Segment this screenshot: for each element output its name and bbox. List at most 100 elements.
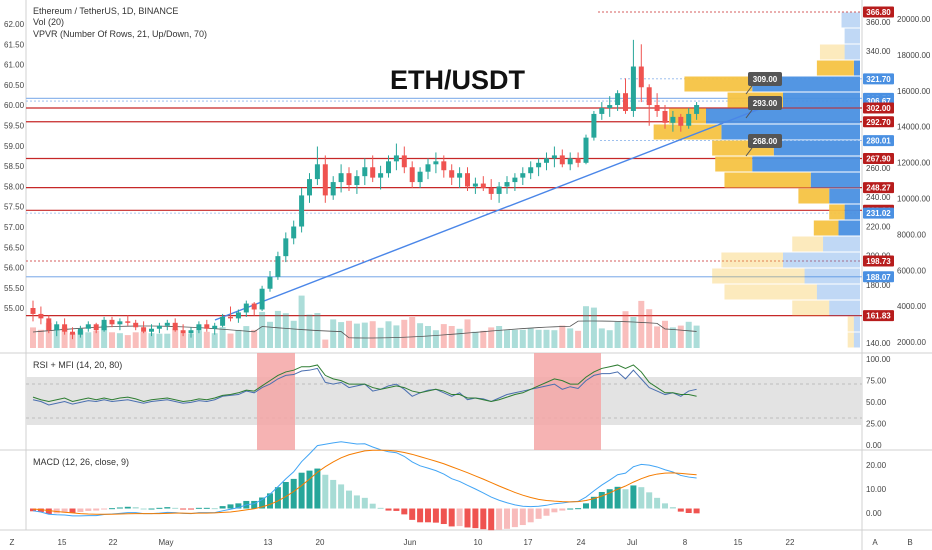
time-tick: May [158,538,173,547]
right-price-tick: 260.00 [866,164,891,173]
macd-hist-bar [535,508,542,519]
candle-body [338,173,344,183]
price-badge-label: 231.02 [866,209,891,218]
macd-hist-bar [654,497,661,509]
price-badge-label: 198.73 [866,257,891,266]
macd-hist-bar [251,500,258,509]
macd-hist-bar [440,508,447,525]
candle-body [551,155,557,159]
legend-vpvr[interactable]: VPVR (Number Of Rows, 21, Up/Down, 70) [33,29,207,39]
macd-hist-bar [30,508,36,512]
macd-hist-bar [124,506,131,509]
macd-hist-bar [669,507,676,509]
rsi-axis[interactable]: 100.00 75.00 50.00 25.00 0.00 [866,355,891,450]
candle-body [567,158,573,165]
volume-axis[interactable]: 20000.00 18000.00 16000.00 14000.00 12000.00… [897,15,931,347]
volume-bar [622,311,629,348]
candle-body [441,161,447,171]
candle-body [512,177,518,183]
volume-bar [361,322,368,348]
candle-body [378,173,384,178]
macd-hist-bar [101,508,108,510]
macd-lines [32,441,697,517]
legend-vol[interactable]: Vol (20) [33,17,64,27]
left-price-tick: 60.00 [4,101,25,110]
macd-hist-bar [527,508,534,523]
macd-tick: 20.00 [866,461,887,470]
candle-body [472,183,478,187]
vp-row-down [829,300,860,316]
macd-hist-bar [448,508,455,527]
legend-symbol[interactable]: Ethereum / TetherUS, 1D, BINANCE [33,6,178,16]
volume-bar [662,320,668,348]
vp-row-down [844,28,860,44]
volume-bar [140,331,147,348]
vp-row-up [653,124,722,140]
candle-body [662,110,668,123]
macd-hist-bar [409,508,416,520]
macd-hist-bar [606,489,613,509]
candle-body [38,313,44,319]
vp-row-up [816,60,854,76]
macd-hist-bar [69,508,76,513]
volume-bar [464,319,471,348]
macd-axis[interactable]: 20.00 10.00 0.00 [866,461,887,518]
volume-tick: 20000.00 [897,15,931,24]
price-badges: 366.80321.70308.52306.67302.00292.70280.… [863,6,894,322]
macd-hist-bar [172,507,179,509]
legend-macd[interactable]: MACD (12, 26, close, 9) [33,457,129,467]
price-badge-label: 248.27 [866,184,891,193]
price-badge-label: 302.00 [866,104,891,113]
volume-bar [298,295,305,348]
callout-box [748,96,782,110]
volume-bar [614,321,621,348]
time-tick: 8 [683,538,688,547]
macd-hist-bar [385,508,392,511]
candle-body [504,182,510,187]
time-tick: 22 [109,538,118,547]
macd-hist-bar [646,492,653,509]
trend-callouts: 309.00 293.00 268.00 [745,72,782,157]
vp-row-down [721,124,860,140]
vp-row-up [847,316,854,332]
legend-rsi[interactable]: RSI + MFI (14, 20, 80) [33,360,122,370]
macd-hist-bar [306,470,313,509]
candle-body [30,308,36,314]
candle-body [630,66,636,111]
right-price-tick: 180.00 [866,281,891,290]
candle-body [196,324,202,331]
volume-bar [440,324,447,348]
candle-body [575,158,581,163]
left-price-axis[interactable]: 62.00 61.50 61.00 60.50 60.00 59.50 59.00 58.50… [4,20,25,313]
vp-row-up [813,220,839,236]
candle-body [204,324,210,329]
candle-body [85,324,91,329]
volume-bar [45,322,52,348]
left-price-tick: 58.50 [4,162,25,171]
callout-pointer [745,85,753,95]
macd-hist-bar [456,508,463,527]
candle-body [77,328,83,335]
candle-body [686,113,692,126]
volume-bar [401,319,408,348]
candle-body [322,164,328,196]
candle-body [267,276,273,289]
macd-hist-bar [267,493,273,509]
callout-box [748,72,782,86]
time-tick: 22 [786,538,795,547]
trendline[interactable] [214,107,763,321]
rsi-mfi-lines [32,364,697,406]
candle-body [457,173,463,178]
time-axis[interactable]: 15 22 May 13 20 Jun 10 17 24 Jul 8 15 22 Z A B [10,538,913,547]
macd-hist-bar [693,508,700,514]
time-tick: 10 [474,538,483,547]
volume-bar [535,329,542,348]
candlesticks [30,39,700,340]
macd-hist-bar [180,508,187,510]
rsi-overbought-zone-1 [257,353,295,450]
candle-body [409,167,415,183]
volume-tick: 2000.00 [897,338,926,347]
price-badge-label: 161.83 [866,312,891,321]
